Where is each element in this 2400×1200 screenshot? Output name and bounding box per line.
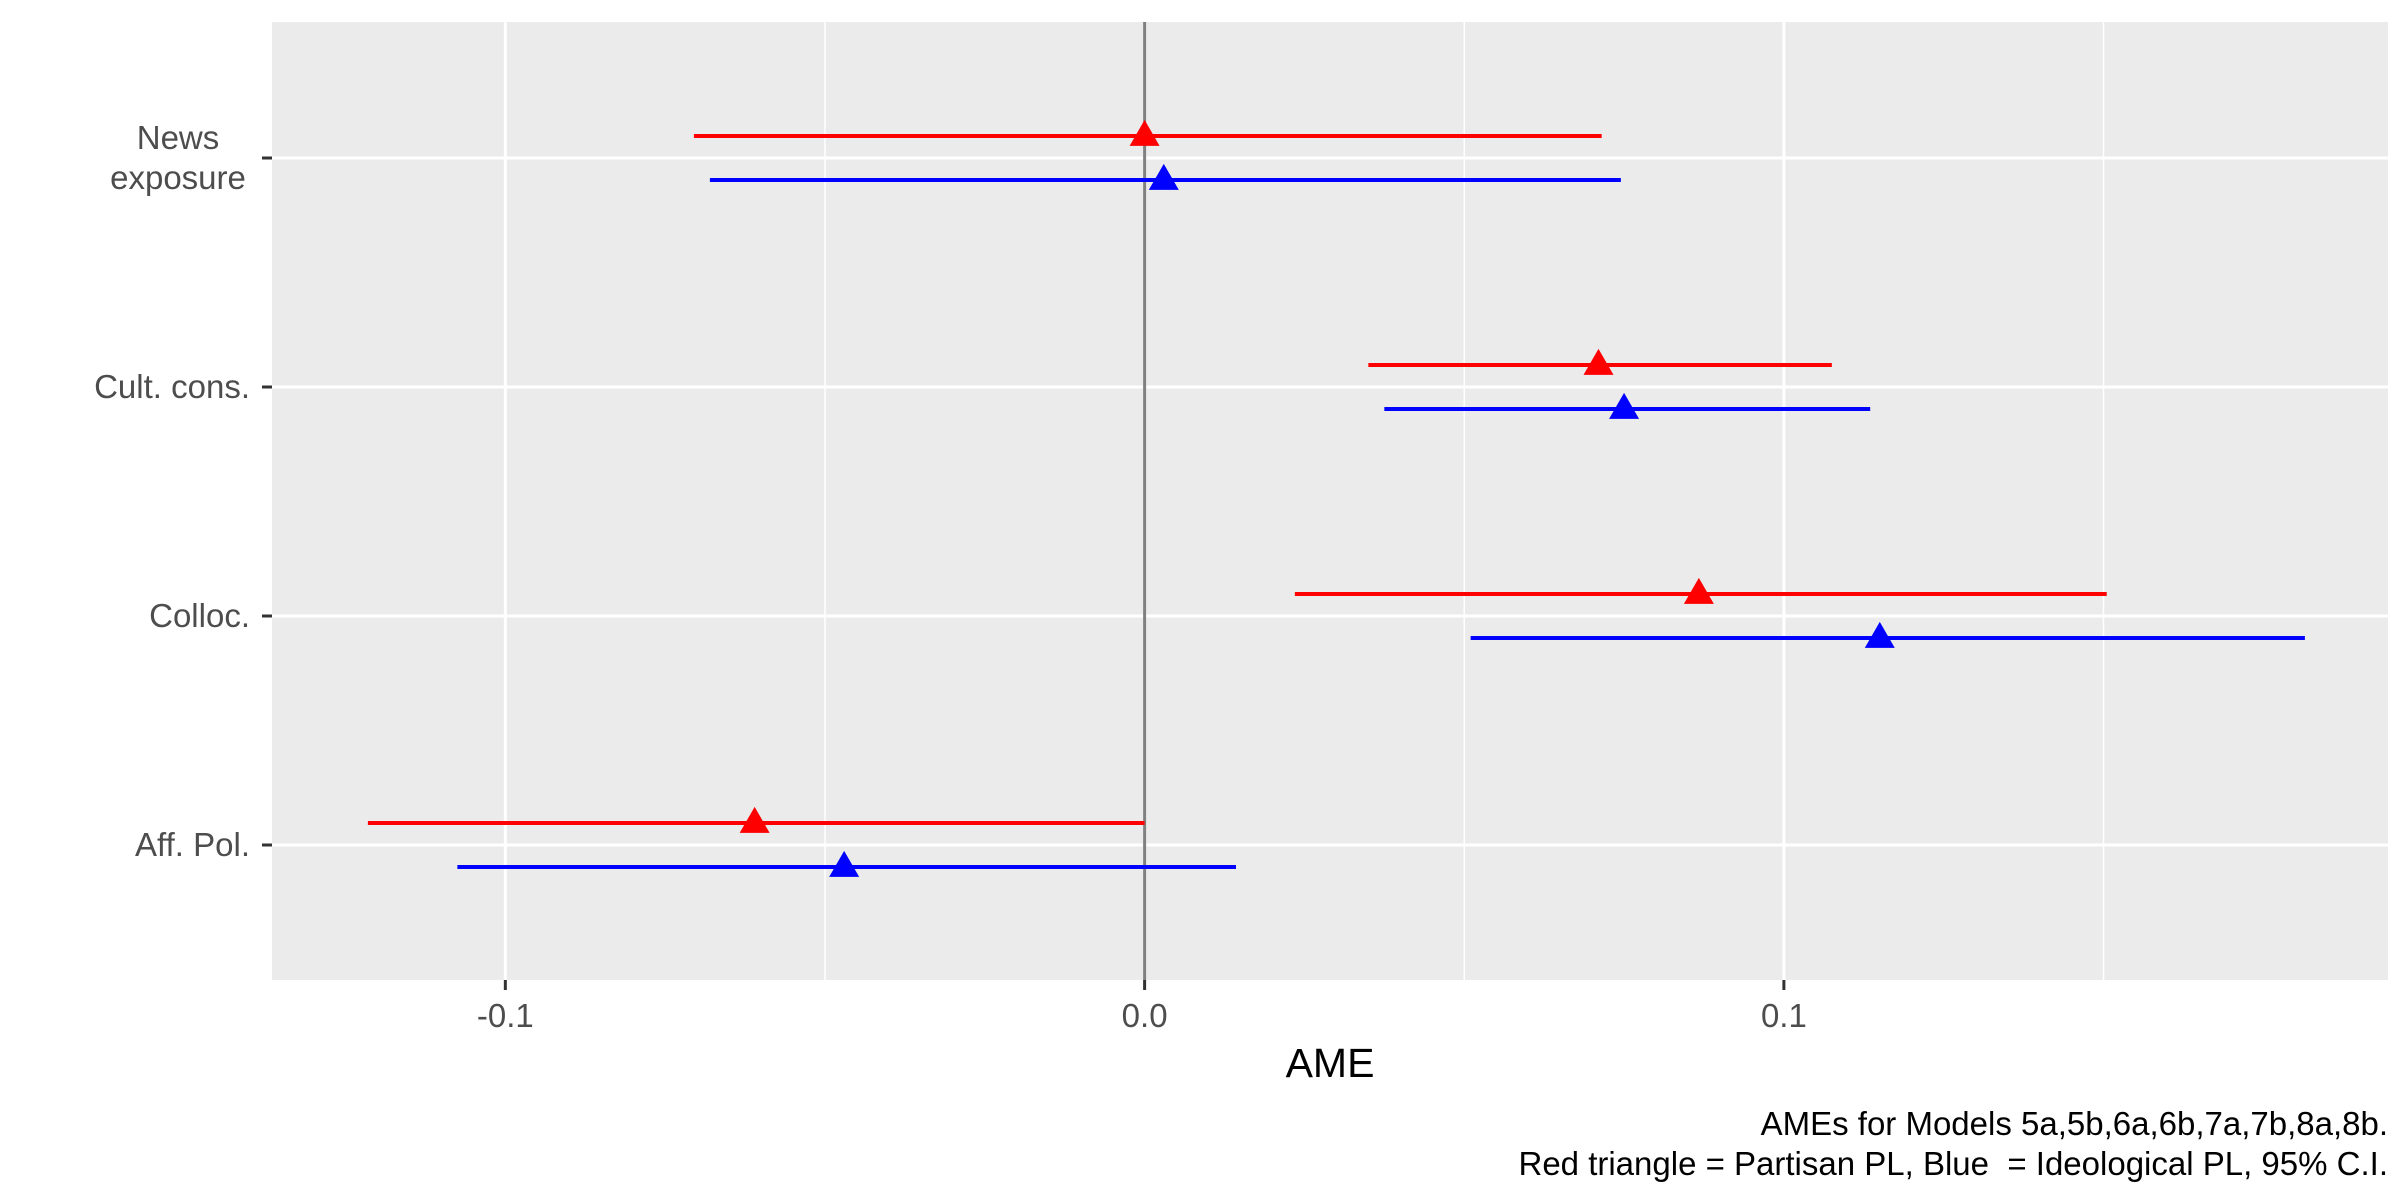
x-tick-label: 0.1 [1761,997,1807,1034]
triangle-marker [1683,577,1714,604]
y-tick-label: Colloc. [149,597,250,634]
caption-line-1: AMEs for Models 5a,5b,6a,6b,7a,7b,8a,8b. [1761,1105,2388,1142]
triangle-marker [829,850,860,877]
triangle-marker [739,806,770,833]
triangle-marker [1129,119,1160,146]
triangle-marker [1583,348,1614,375]
y-tick-label: Cult. cons. [94,368,250,405]
triangle-marker [1864,621,1895,648]
y-tick-label: Aff. Pol. [135,826,250,863]
x-tick-label: -0.1 [477,997,534,1034]
x-axis: -0.1 0.0 0.1 [477,980,1807,1034]
triangle-marker [1609,392,1640,419]
point-estimates [739,119,1895,877]
triangle-marker [1148,163,1179,190]
x-tick-label: 0.0 [1122,997,1168,1034]
plot-panel [272,22,2388,980]
caption-line-2: Red triangle = Partisan PL, Blue = Ideol… [1518,1145,2388,1182]
y-tick-label: exposure [110,159,246,196]
x-axis-title: AME [1286,1040,1375,1086]
y-tick-label: News [137,119,220,156]
